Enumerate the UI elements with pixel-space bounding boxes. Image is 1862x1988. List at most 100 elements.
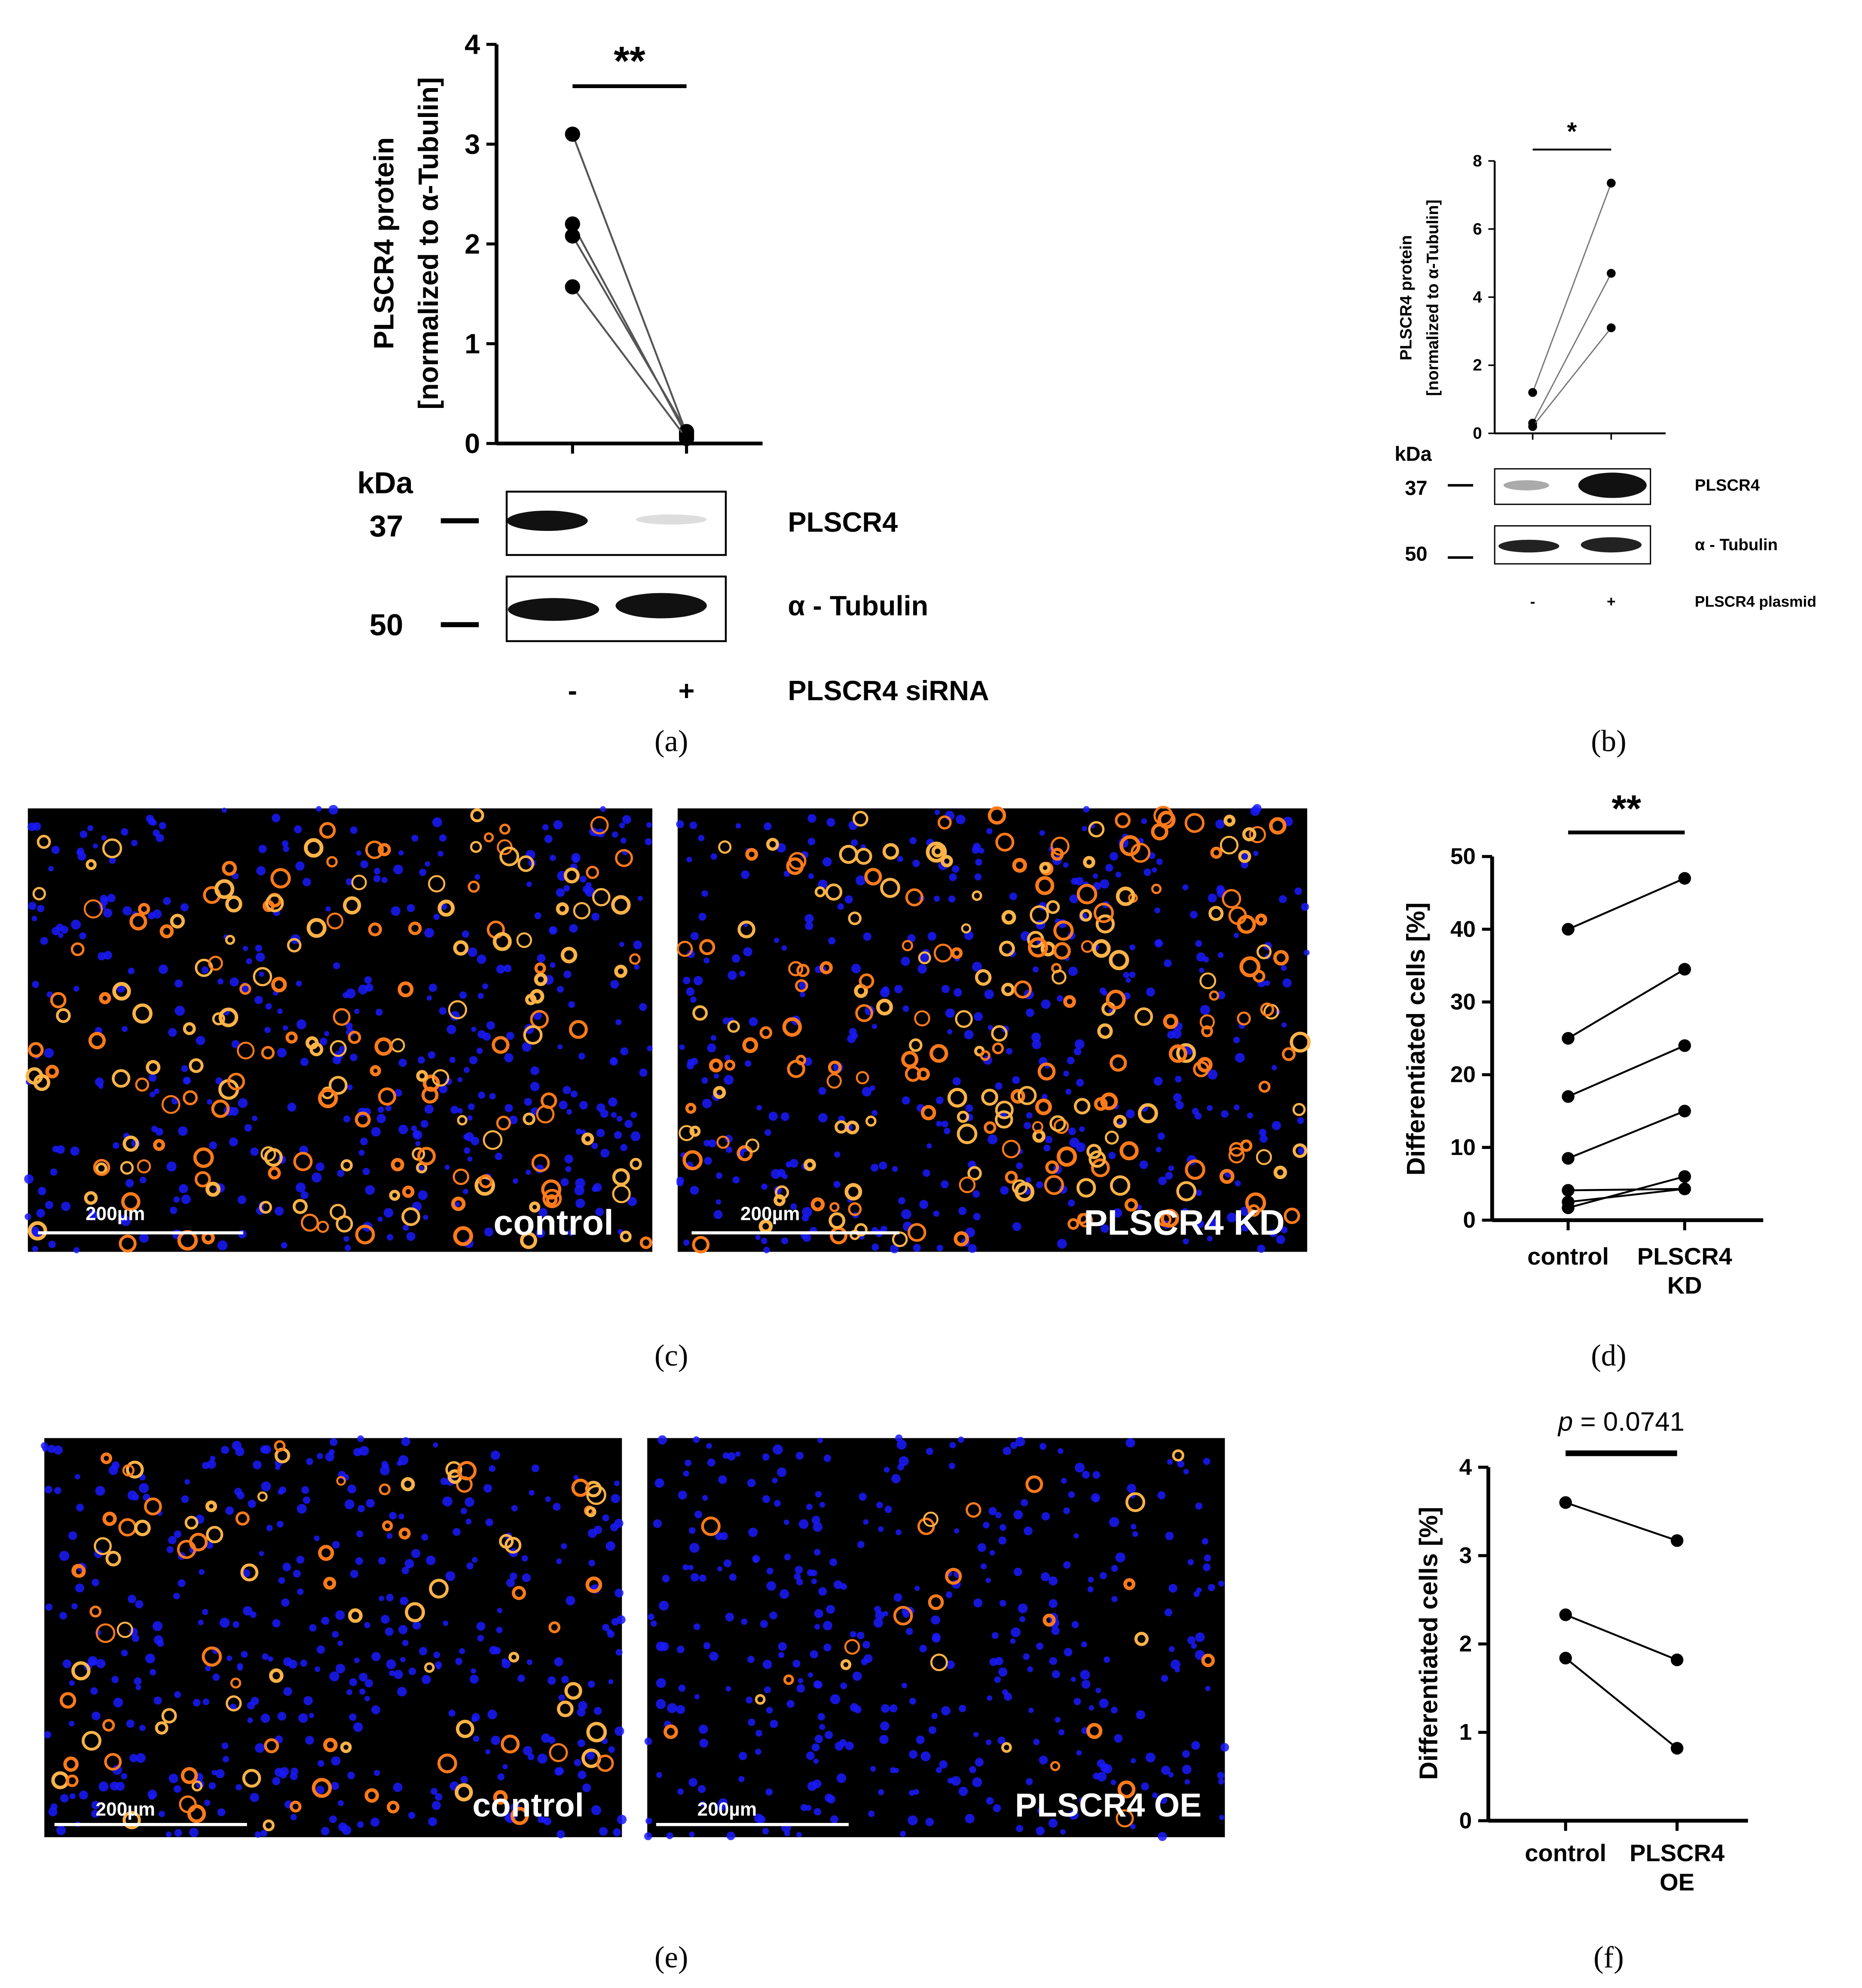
nucleus xyxy=(677,1788,684,1795)
nucleus xyxy=(386,1594,394,1602)
nucleus xyxy=(1126,1109,1135,1118)
cell xyxy=(265,894,284,913)
paired-line xyxy=(1568,1188,1685,1203)
cell xyxy=(1093,903,1114,923)
nucleus xyxy=(573,1475,579,1480)
cell xyxy=(1249,826,1266,843)
data-point xyxy=(1528,388,1537,397)
nucleus xyxy=(1235,1053,1245,1063)
nucleus xyxy=(1031,1032,1041,1042)
cell xyxy=(612,1168,630,1186)
cell xyxy=(961,923,971,934)
nucleus xyxy=(923,1169,930,1177)
nucleus xyxy=(244,1124,252,1132)
nucleus xyxy=(646,822,652,828)
nucleus xyxy=(946,1660,955,1669)
nucleus xyxy=(379,1596,384,1602)
nucleus xyxy=(810,1569,817,1577)
cell xyxy=(122,1464,135,1476)
data-point xyxy=(1607,323,1616,332)
nucleus xyxy=(614,1519,624,1528)
nucleus xyxy=(229,977,239,987)
cell xyxy=(1228,1147,1245,1164)
nucleus xyxy=(913,1244,921,1252)
nucleus xyxy=(445,1571,456,1581)
nucleus xyxy=(247,1717,253,1723)
nucleus xyxy=(803,1233,811,1242)
blot-kda: 37 xyxy=(370,509,404,543)
nucleus xyxy=(122,906,132,916)
nucleus xyxy=(728,971,737,980)
nucleus xyxy=(553,1503,561,1511)
nucleus xyxy=(1191,1643,1197,1649)
cell xyxy=(581,1132,594,1146)
nucleus xyxy=(433,1442,438,1448)
nucleus xyxy=(254,1831,261,1838)
nucleus xyxy=(254,996,263,1005)
nucleus xyxy=(319,1037,327,1045)
cell xyxy=(237,1041,255,1060)
nucleus xyxy=(1218,1778,1224,1785)
cell xyxy=(954,1231,969,1247)
nucleus xyxy=(989,1658,998,1666)
nucleus xyxy=(87,825,94,831)
nucleus xyxy=(163,897,171,905)
paired-line xyxy=(1532,273,1612,424)
cell xyxy=(270,868,291,888)
nucleus xyxy=(174,1691,181,1698)
nucleus xyxy=(98,1781,109,1792)
nucleus xyxy=(376,1008,383,1016)
nucleus xyxy=(908,1790,915,1796)
cell xyxy=(1197,1057,1213,1073)
nucleus xyxy=(1049,1657,1058,1665)
nucleus xyxy=(1161,1765,1171,1775)
nucleus xyxy=(1049,1576,1058,1586)
nucleus xyxy=(633,940,642,950)
nucleus xyxy=(1272,1121,1281,1130)
cell xyxy=(1134,1632,1149,1646)
nucleus xyxy=(926,1448,933,1455)
nucleus xyxy=(440,1477,448,1486)
nucleus xyxy=(344,1244,351,1251)
cell xyxy=(1115,812,1131,828)
nucleus xyxy=(959,1705,966,1712)
nucleus xyxy=(1237,1228,1242,1234)
nucleus xyxy=(1074,1039,1085,1049)
nucleus xyxy=(701,890,708,897)
nucleus xyxy=(526,881,532,887)
nucleus xyxy=(398,1455,409,1465)
blot-unit: kDa xyxy=(357,466,413,500)
nucleus xyxy=(1187,1636,1195,1645)
nucleus xyxy=(857,1541,865,1548)
nucleus xyxy=(246,958,252,965)
nucleus xyxy=(862,1087,872,1097)
data-point xyxy=(1670,1742,1684,1755)
nucleus xyxy=(805,922,813,930)
nucleus xyxy=(148,1074,157,1082)
nucleus xyxy=(761,1238,767,1244)
nucleus xyxy=(360,1137,368,1146)
nucleus xyxy=(1079,1797,1086,1804)
cell xyxy=(1015,1182,1035,1202)
nucleus xyxy=(79,932,86,940)
nucleus xyxy=(1041,999,1051,1009)
nucleus xyxy=(835,1741,844,1751)
nucleus xyxy=(345,988,356,999)
nucleus xyxy=(75,1583,84,1593)
nucleus xyxy=(371,1127,381,1137)
nucleus xyxy=(510,1572,517,1580)
cell xyxy=(379,1483,391,1495)
nucleus xyxy=(465,1518,472,1525)
nucleus xyxy=(125,1179,134,1188)
nucleus xyxy=(181,1065,188,1072)
cell xyxy=(1001,910,1016,925)
nucleus xyxy=(56,1825,66,1835)
nucleus xyxy=(556,888,565,897)
nucleus xyxy=(855,875,866,885)
cell xyxy=(929,1044,948,1063)
nucleus xyxy=(1057,1239,1067,1249)
nucleus xyxy=(1217,952,1224,958)
cell xyxy=(235,1511,250,1526)
y-tick-label: 10 xyxy=(1450,1135,1476,1160)
nucleus xyxy=(415,1141,421,1146)
